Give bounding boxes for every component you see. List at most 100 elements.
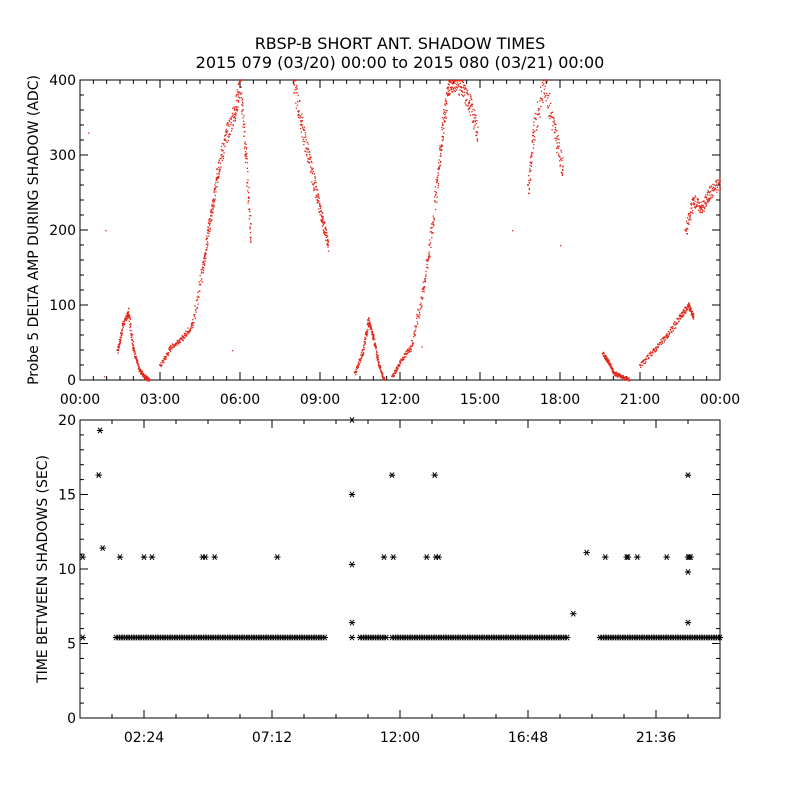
- data-point: [442, 112, 445, 114]
- data-point: [125, 319, 127, 321]
- data-point: [192, 327, 194, 329]
- data-point: [203, 256, 205, 258]
- y-axis-label: Probe 5 DELTA AMP DURING SHADOW (ADC): [26, 75, 42, 385]
- data-point: [300, 124, 303, 126]
- data-point: [145, 375, 147, 378]
- data-point: [715, 180, 717, 183]
- data-point: [367, 324, 370, 327]
- data-point: [307, 148, 310, 151]
- data-point: [683, 314, 685, 316]
- data-point: [231, 127, 233, 130]
- data-point: [232, 124, 234, 126]
- data-point: [690, 218, 692, 221]
- data-point: [219, 168, 221, 170]
- data-point: [367, 319, 369, 321]
- data-point: [309, 158, 311, 160]
- data-point: [684, 568, 692, 575]
- data-point: [121, 329, 123, 332]
- data-point: [688, 307, 690, 309]
- data-point: [553, 131, 556, 134]
- data-point: [136, 361, 138, 364]
- x-tick-label: 12:00: [380, 730, 420, 746]
- asterisk-stroke: [424, 554, 429, 561]
- data-point: [412, 342, 414, 344]
- data-point: [718, 182, 721, 184]
- data-point: [695, 206, 697, 208]
- data-point: [301, 119, 304, 122]
- data-point: [303, 143, 305, 146]
- data-point: [378, 361, 380, 363]
- data-point: [441, 122, 444, 124]
- data-point: [241, 113, 243, 115]
- data-point: [444, 100, 447, 102]
- data-point: [558, 138, 560, 141]
- data-point: [298, 110, 300, 112]
- data-point: [537, 114, 539, 116]
- data-point: [233, 113, 235, 115]
- data-point: [242, 117, 244, 119]
- data-point: [320, 214, 323, 217]
- data-point: [240, 80, 243, 82]
- data-point: [687, 306, 690, 308]
- data-point: [131, 334, 134, 336]
- data-point: [445, 117, 447, 120]
- data-point: [315, 181, 317, 184]
- data-point: [462, 81, 465, 84]
- data-point: [208, 220, 210, 222]
- data-point: [627, 377, 629, 379]
- data-point: [178, 341, 180, 343]
- data-point: [670, 327, 672, 329]
- data-point: [361, 350, 363, 352]
- data-point: [309, 166, 312, 168]
- data-point: [451, 86, 453, 88]
- data-point: [446, 92, 448, 94]
- data-point: [357, 366, 359, 369]
- data-point: [427, 256, 430, 258]
- data-point: [234, 116, 236, 119]
- data-point: [619, 376, 621, 378]
- data-point: [538, 113, 540, 115]
- data-point: [423, 286, 426, 289]
- data-point: [234, 112, 237, 114]
- data-point: [649, 352, 651, 354]
- data-point: [148, 379, 151, 381]
- data-point: [444, 98, 447, 100]
- data-point: [316, 196, 319, 198]
- data-point: [173, 345, 175, 348]
- data-point: [194, 305, 196, 307]
- data-point: [428, 257, 430, 259]
- data-point: [430, 227, 433, 229]
- data-point: [625, 378, 627, 381]
- data-point: [380, 554, 388, 561]
- data-point: [322, 216, 324, 219]
- data-point: [708, 186, 711, 188]
- data-point: [442, 135, 444, 138]
- data-point: [242, 105, 244, 107]
- y-tick-label: 0: [67, 711, 76, 727]
- data-point: [544, 93, 546, 95]
- data-point: [381, 376, 384, 378]
- data-point: [214, 194, 216, 197]
- data-point: [473, 114, 475, 116]
- data-point: [377, 360, 380, 363]
- data-point: [229, 120, 231, 122]
- data-point: [433, 218, 435, 220]
- data-point: [357, 363, 359, 365]
- data-point: [169, 349, 171, 352]
- data-point: [214, 198, 216, 200]
- data-point: [448, 94, 450, 96]
- data-point: [358, 365, 360, 367]
- data-point: [393, 372, 395, 375]
- data-point: [472, 121, 475, 123]
- data-point: [428, 253, 430, 255]
- data-point: [241, 109, 243, 111]
- data-point: [471, 103, 474, 105]
- data-point: [145, 379, 147, 381]
- data-point: [439, 149, 441, 151]
- data-point: [326, 232, 328, 234]
- data-point: [656, 345, 658, 347]
- data-point: [377, 356, 379, 359]
- data-point: [132, 344, 134, 346]
- data-point: [680, 315, 682, 317]
